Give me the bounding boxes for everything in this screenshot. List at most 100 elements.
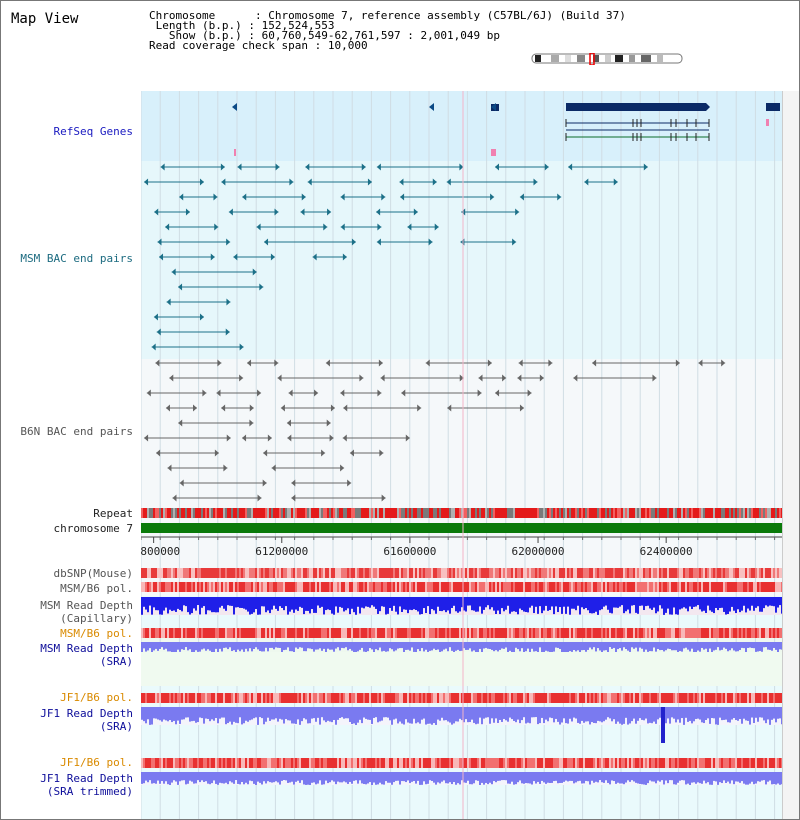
depth-bar <box>277 772 279 783</box>
pol-cell <box>345 582 347 592</box>
genome-browser-plot[interactable]: 6080000061200000616000006200000062400000 <box>141 91 782 819</box>
depth-bar <box>401 597 403 612</box>
depth-bar <box>501 642 503 649</box>
pol-cell <box>679 693 681 703</box>
pol-cell <box>257 758 259 768</box>
jf1-read-depth-sra-label[interactable]: JF1 Read Depth (SRA) <box>40 707 133 733</box>
msm-b6-pol-label-1[interactable]: MSM/B6 pol. <box>60 582 133 595</box>
msm-bac-end-pairs-label[interactable]: MSM BAC end pairs <box>20 252 133 265</box>
pol-cell <box>447 758 449 768</box>
bac-end-marker <box>257 389 262 397</box>
jf1-b6-pol-label-1[interactable]: JF1/B6 pol. <box>60 691 133 704</box>
repeat-label[interactable]: Repeat <box>93 507 133 520</box>
depth-bar <box>341 597 343 608</box>
pol-cell <box>391 582 393 592</box>
repeat-track[interactable] <box>141 508 782 518</box>
depth-bar <box>427 642 429 652</box>
depth-bar <box>219 707 221 719</box>
pol-cell <box>141 758 143 768</box>
pol-cell <box>671 628 673 638</box>
depth-bar <box>143 597 145 607</box>
depth-bar <box>149 772 151 781</box>
pol-cell <box>745 628 747 638</box>
refseq-gene-track[interactable] <box>232 103 780 156</box>
depth-bar <box>619 772 621 784</box>
depth-bar <box>169 772 171 785</box>
pol-cell <box>153 582 155 592</box>
depth-bar <box>189 597 191 615</box>
pol-cell <box>319 628 321 638</box>
pol-cell <box>501 758 503 768</box>
pol-cell <box>499 628 501 638</box>
pol-cell <box>409 758 411 768</box>
depth-bar <box>233 772 235 784</box>
pol-cell <box>633 628 635 638</box>
pol-cell <box>643 758 645 768</box>
depth-bar <box>741 707 743 724</box>
refseq-genes-label[interactable]: RefSeq Genes <box>53 125 133 138</box>
bac-end-marker <box>340 193 345 201</box>
quantitative-tracks[interactable] <box>141 568 782 785</box>
depth-bar <box>761 772 763 781</box>
pol-cell <box>243 582 245 592</box>
pol-cell <box>155 568 157 578</box>
msm-read-depth-capillary-label[interactable]: MSM Read Depth (Capillary) <box>40 599 133 625</box>
bac-end-marker <box>167 464 172 472</box>
pol-cell <box>709 693 711 703</box>
vertical-scrollbar[interactable] <box>782 91 799 819</box>
pol-cell <box>685 582 687 592</box>
pol-cell <box>463 568 465 578</box>
depth-bar <box>481 707 483 725</box>
depth-bar <box>615 597 617 608</box>
pol-cell <box>549 582 551 592</box>
pol-cell <box>621 693 623 703</box>
msm-read-depth-sra-label[interactable]: MSM Read Depth (SRA) <box>40 642 133 668</box>
depth-bar <box>557 707 559 722</box>
pol-cell <box>637 758 639 768</box>
b6n-bac-end-pairs-label[interactable]: B6N BAC end pairs <box>20 425 133 438</box>
pol-cell <box>203 758 205 768</box>
dbsnp-label[interactable]: dbSNP(Mouse) <box>53 567 133 580</box>
chromosome-track[interactable] <box>141 523 782 533</box>
repeat-cell <box>671 508 673 518</box>
depth-bar <box>673 772 675 785</box>
depth-bar <box>197 707 199 723</box>
pol-cell <box>323 568 325 578</box>
msm-b6-pol-label-2[interactable]: MSM/B6 pol. <box>60 627 133 640</box>
pol-cell <box>465 693 467 703</box>
pol-cell <box>673 628 675 638</box>
pol-cell <box>733 693 735 703</box>
pol-cell <box>581 758 583 768</box>
depth-bar <box>679 772 681 781</box>
pol-cell <box>473 582 475 592</box>
repeat-cell <box>435 508 437 518</box>
bac-end-marker <box>342 434 347 442</box>
bac-end-marker <box>548 359 553 367</box>
pol-cell <box>265 568 267 578</box>
jf1-b6-pol-label-2[interactable]: JF1/B6 pol. <box>60 756 133 769</box>
pol-cell <box>749 758 751 768</box>
pol-cell <box>305 568 307 578</box>
depth-bar <box>501 597 503 609</box>
chromosome-label[interactable]: chromosome 7 <box>53 522 133 535</box>
depth-bar <box>771 642 773 651</box>
jf1-read-depth-trimmed-label[interactable]: JF1 Read Depth (SRA trimmed) <box>40 772 133 798</box>
depth-bar <box>771 772 773 785</box>
b6n-bac-track[interactable] <box>144 359 726 502</box>
pol-cell <box>203 568 205 578</box>
pol-cell <box>281 693 283 703</box>
pol-cell <box>379 568 381 578</box>
repeat-cell <box>327 508 329 518</box>
repeat-cell <box>767 508 769 518</box>
depth-bar <box>227 707 229 724</box>
depth-bar <box>693 642 695 653</box>
depth-bar <box>689 597 691 607</box>
msm-bac-track[interactable] <box>144 163 648 351</box>
pol-cell <box>705 758 707 768</box>
pol-cell <box>229 568 231 578</box>
chromosome-ideogram[interactable] <box>531 53 685 65</box>
pol-cell <box>215 628 217 638</box>
repeat-cell <box>253 508 255 518</box>
depth-bar <box>373 707 375 718</box>
depth-bar <box>149 642 151 649</box>
